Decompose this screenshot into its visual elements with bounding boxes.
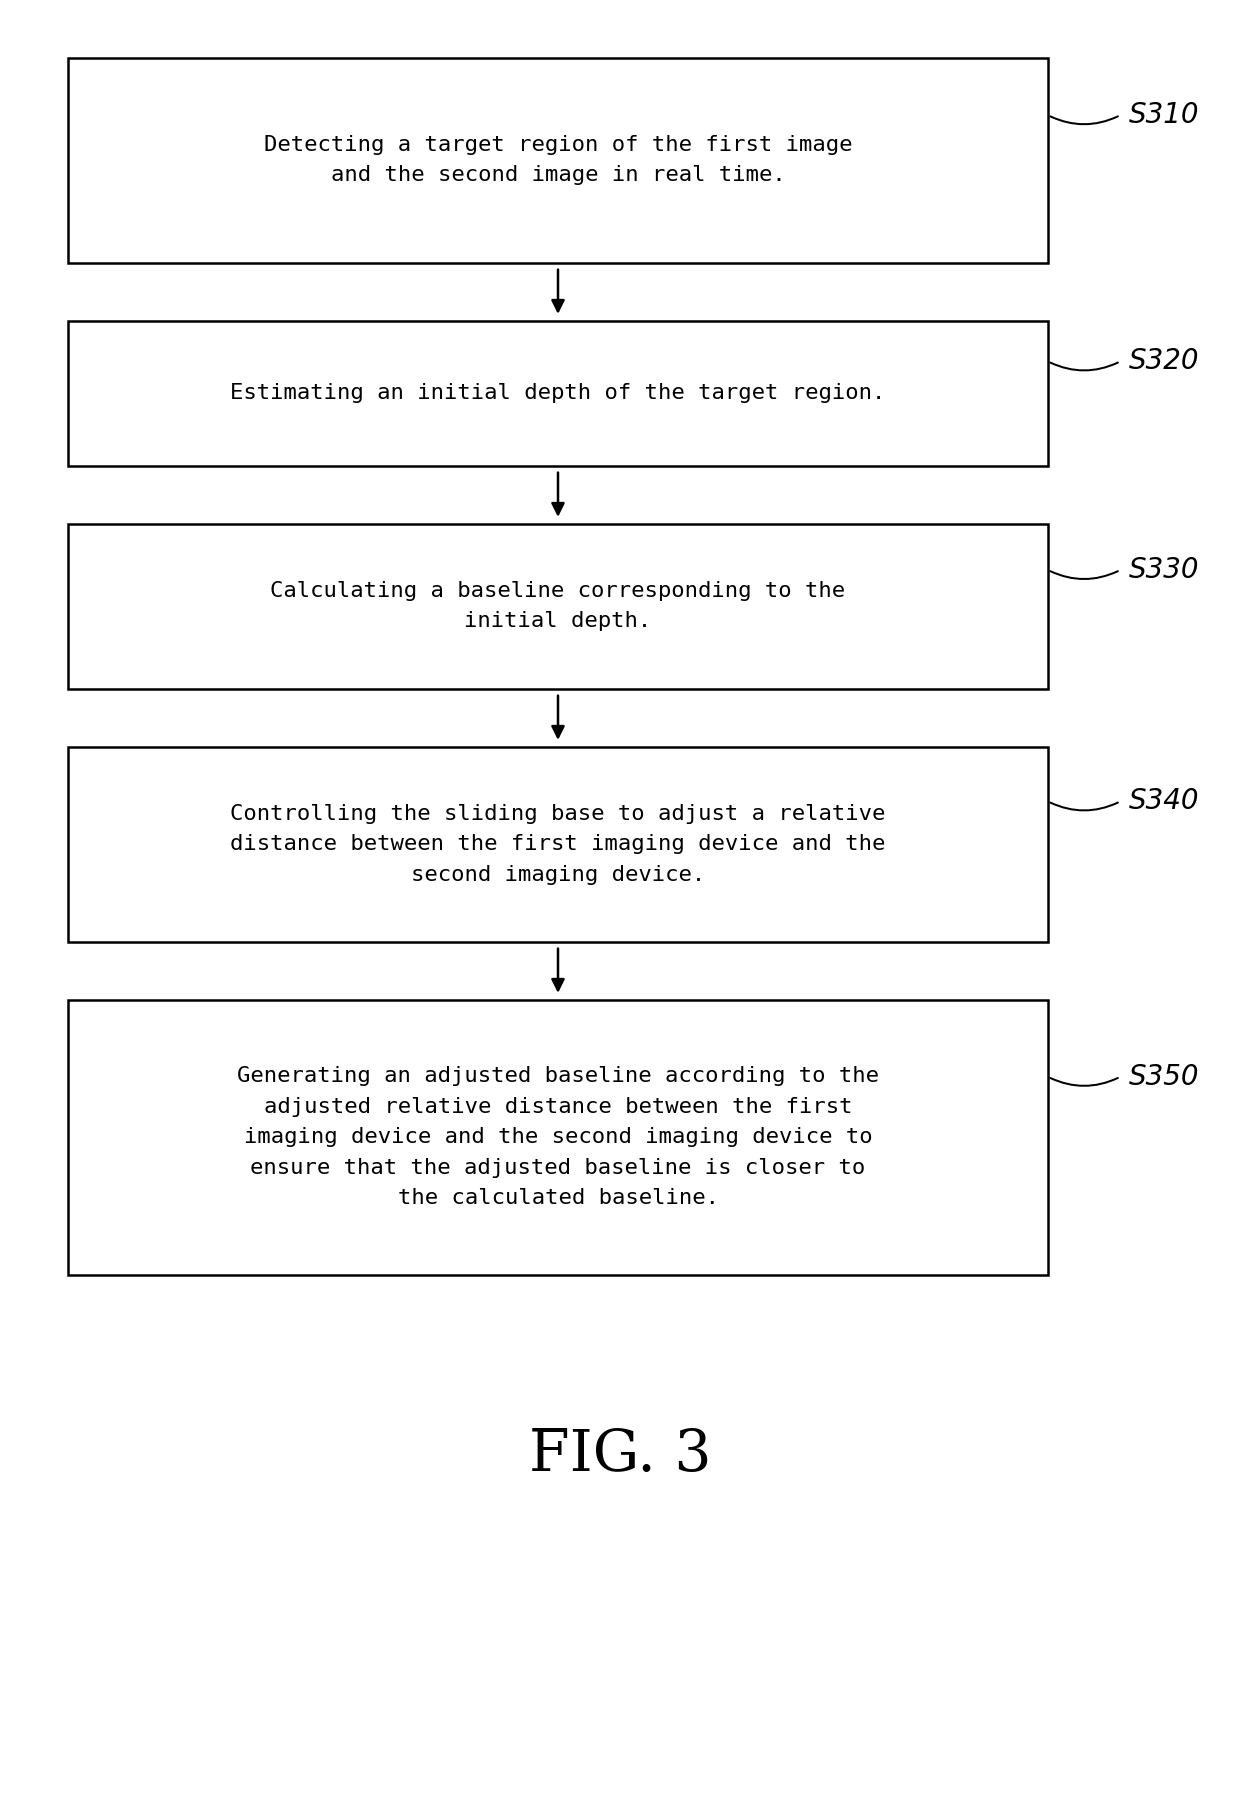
Text: S340: S340	[1128, 787, 1199, 816]
Text: Estimating an initial depth of the target region.: Estimating an initial depth of the targe…	[231, 383, 885, 403]
Text: FIG. 3: FIG. 3	[528, 1426, 712, 1482]
Text: Controlling the sliding base to adjust a relative
distance between the first ima: Controlling the sliding base to adjust a…	[231, 803, 885, 884]
Text: S330: S330	[1128, 556, 1199, 585]
FancyArrowPatch shape	[1050, 1078, 1118, 1087]
Text: S350: S350	[1128, 1063, 1199, 1090]
Text: S310: S310	[1128, 101, 1199, 130]
Bar	[68, 321, 1048, 466]
Text: Generating an adjusted baseline according to the
adjusted relative distance betw: Generating an adjusted baseline accordin…	[237, 1067, 879, 1208]
Text: Detecting a target region of the first image
and the second image in real time.: Detecting a target region of the first i…	[264, 135, 852, 186]
FancyArrowPatch shape	[1050, 363, 1118, 370]
FancyArrowPatch shape	[1050, 116, 1118, 125]
Bar	[68, 523, 1048, 690]
Bar	[68, 747, 1048, 942]
FancyArrowPatch shape	[1050, 803, 1118, 810]
Text: S320: S320	[1128, 347, 1199, 375]
FancyArrowPatch shape	[1050, 570, 1118, 579]
Text: Calculating a baseline corresponding to the
initial depth.: Calculating a baseline corresponding to …	[270, 581, 846, 632]
Bar	[68, 58, 1048, 264]
Bar	[68, 1000, 1048, 1274]
